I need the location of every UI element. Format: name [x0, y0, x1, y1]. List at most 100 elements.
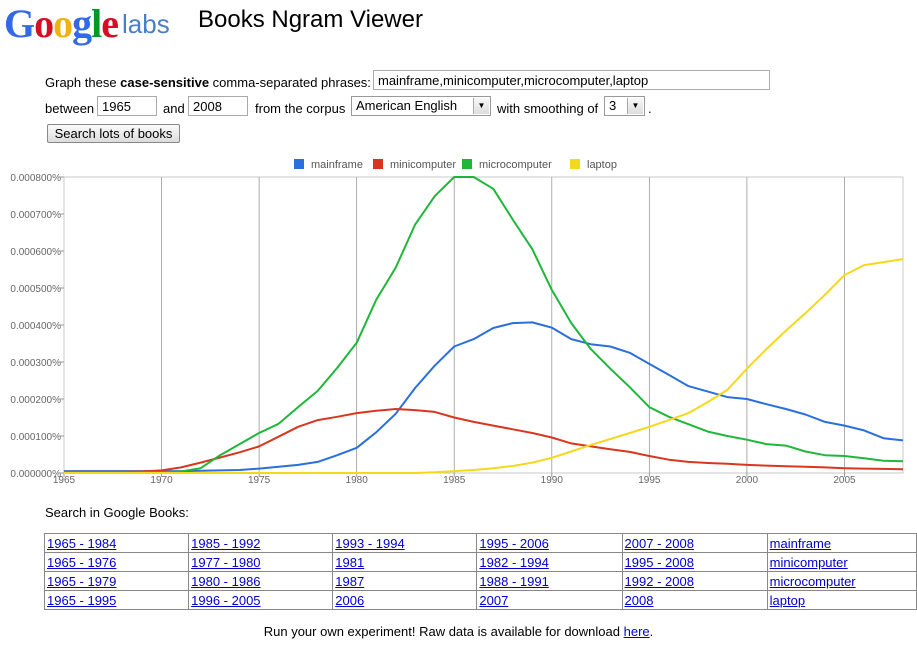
dropdown-arrow-icon[interactable]: ▼	[627, 98, 643, 114]
smoothing-label: with smoothing of	[497, 101, 599, 116]
phrases-input[interactable]	[373, 70, 770, 90]
x-tick-label: 1985	[443, 475, 466, 486]
phrases-label-suffix: comma-separated phrases:	[209, 75, 371, 90]
table-cell: 1993 - 1994	[332, 533, 478, 553]
table-cell: laptop	[766, 590, 917, 610]
year-range-link[interactable]: 1965 - 1984	[47, 535, 117, 551]
plot-frame	[63, 176, 904, 474]
series-line-microcomputer	[64, 176, 904, 474]
legend-label-minicomputer: minicomputer	[390, 159, 456, 171]
table-cell: minicomputer	[766, 552, 917, 572]
year-range-link[interactable]: 1977 - 1980	[191, 554, 261, 570]
and-label: and	[163, 101, 185, 116]
table-cell: 1992 - 2008	[621, 571, 768, 591]
year-range-link[interactable]: 1982 - 1994	[479, 554, 549, 570]
between-label: between	[45, 101, 95, 116]
search-term-link[interactable]: microcomputer	[769, 573, 856, 589]
search-term-link[interactable]: mainframe	[769, 535, 832, 551]
year-range-link[interactable]: 1992 - 2008	[624, 573, 694, 589]
corpus-select[interactable]: American English ▼	[351, 96, 491, 116]
x-tick-label: 1970	[150, 475, 173, 486]
year-range-link[interactable]: 1988 - 1991	[479, 573, 549, 589]
search-books-button[interactable]: Search lots of books	[47, 124, 180, 143]
footer-text: Run your own experiment! Raw data is ava…	[263, 624, 624, 639]
dropdown-arrow-icon[interactable]: ▼	[473, 98, 489, 114]
table-row: 1965 - 1995 1996 - 2005 2006 2007 2008 laptop	[43, 590, 917, 610]
year-range-link[interactable]: 1965 - 1976	[47, 554, 117, 570]
end-year-input[interactable]	[188, 96, 248, 116]
phrases-label-bold: case-sensitive	[120, 75, 210, 90]
year-range-link[interactable]: 2007 - 2008	[624, 535, 694, 551]
table-cell: mainframe	[766, 533, 917, 553]
table-cell: 1995 - 2008	[621, 552, 768, 572]
x-tick-label: 1965	[53, 475, 76, 486]
footer-period: .	[649, 624, 654, 639]
table-cell: 1965 - 1984	[43, 533, 190, 553]
period-text: .	[648, 101, 652, 116]
table-cell: 1965 - 1976	[43, 552, 190, 572]
search-term-link[interactable]: minicomputer	[769, 554, 848, 570]
y-tick-label: 0.000500%	[10, 284, 61, 295]
legend-label-mainframe: mainframe	[311, 159, 363, 171]
year-range-link[interactable]: 1996 - 2005	[191, 592, 261, 608]
corpus-select-value: American English	[356, 98, 458, 113]
x-tick-label: 1990	[541, 475, 564, 486]
search-term-link[interactable]: laptop	[769, 592, 806, 608]
year-range-link[interactable]: 2007	[479, 592, 509, 608]
table-cell: 1988 - 1991	[476, 571, 623, 591]
year-range-link[interactable]: 1995 - 2006	[479, 535, 549, 551]
table-row: 1965 - 1984 1985 - 1992 1993 - 1994 1995 - …	[43, 533, 917, 553]
table-cell: 1981	[332, 552, 478, 572]
y-tick-label: 0.000300%	[10, 358, 61, 369]
x-tick-label: 2000	[736, 475, 759, 486]
year-range-link[interactable]: 1965 - 1979	[47, 573, 117, 589]
y-tick-label: 0.000800%	[10, 173, 61, 184]
phrases-label-prefix: Graph these	[45, 75, 121, 90]
table-cell: 1985 - 1992	[188, 533, 334, 553]
year-range-link[interactable]: 1995 - 2008	[624, 554, 694, 570]
corpus-label: from the corpus	[255, 101, 346, 116]
legend-swatch-minicomputer	[373, 159, 383, 169]
year-range-link[interactable]: 2008	[624, 592, 654, 608]
y-tick-label: 0.000700%	[10, 210, 61, 221]
year-range-link[interactable]: 1993 - 1994	[335, 535, 405, 551]
legend-swatch-laptop	[570, 159, 580, 169]
y-tick-label: 0.000100%	[10, 432, 61, 443]
x-tick-label: 2005	[833, 475, 856, 486]
search-books-heading: Search in Google Books:	[45, 505, 189, 520]
google-logo-text: Google	[4, 1, 119, 46]
google-labs-logo[interactable]: Google labs	[4, 0, 170, 46]
table-row: 1965 - 1976 1977 - 1980 1981 1982 - 1994 199…	[43, 552, 917, 572]
year-range-link[interactable]: 1981	[335, 554, 365, 570]
year-range-link[interactable]: 1965 - 1995	[47, 592, 117, 608]
series-line-mainframe	[64, 321, 904, 473]
table-cell: microcomputer	[766, 571, 917, 591]
table-cell: 2006	[332, 590, 478, 610]
legend-label-microcomputer: microcomputer	[479, 159, 552, 171]
table-row: 1965 - 1979 1980 - 1986 1987 1988 - 1991 199…	[43, 571, 917, 591]
start-year-input[interactable]	[97, 96, 157, 116]
table-cell: 1965 - 1995	[43, 590, 190, 610]
table-cell: 1977 - 1980	[188, 552, 334, 572]
table-cell: 1965 - 1979	[43, 571, 190, 591]
legend-label-laptop: laptop	[587, 159, 617, 171]
year-range-link[interactable]: 2006	[335, 592, 365, 608]
labs-logo-text: labs	[122, 9, 170, 39]
table-cell: 1996 - 2005	[188, 590, 334, 610]
table-cell: 1995 - 2006	[476, 533, 623, 553]
year-range-link[interactable]: 1987	[335, 573, 365, 589]
year-range-link[interactable]: 1980 - 1986	[191, 573, 261, 589]
download-link[interactable]: here	[623, 624, 650, 639]
series-line-laptop	[64, 258, 904, 474]
table-cell: 1980 - 1986	[188, 571, 334, 591]
year-range-link[interactable]: 1985 - 1992	[191, 535, 261, 551]
table-cell: 2007	[476, 590, 623, 610]
legend-swatch-microcomputer	[462, 159, 472, 169]
smoothing-select[interactable]: 3 ▼	[604, 96, 645, 116]
phrases-label: Graph these case-sensitive comma-separat…	[45, 75, 371, 90]
y-tick-label: 0.000000%	[10, 469, 61, 480]
y-tick-label: 0.000200%	[10, 395, 61, 406]
legend-swatch-mainframe	[294, 159, 304, 169]
table-cell: 2008	[621, 590, 768, 610]
table-cell: 1987	[332, 571, 478, 591]
